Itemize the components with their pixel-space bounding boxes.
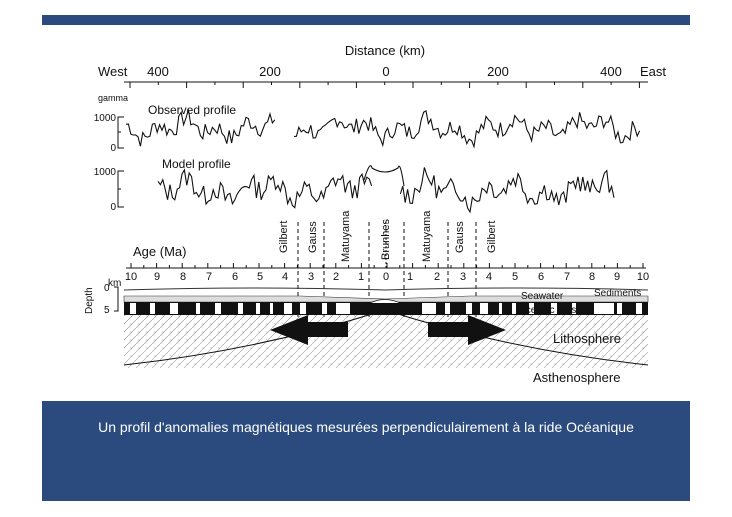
lithosphere-region (124, 306, 648, 350)
model-y-tick-bottom: 0 (110, 202, 116, 213)
age-tick-label: 1 (358, 271, 364, 283)
age-tick-label: 3 (460, 271, 466, 283)
age-tick-label: 5 (257, 271, 263, 283)
epoch-label-gilbert-right: Gilbert (486, 221, 498, 253)
observed-profile-label: Observed profile (148, 103, 236, 117)
depth-tick-0: 0 (104, 283, 110, 294)
age-tick-label-center: 0 (383, 271, 389, 283)
age-tick-labels: 10 9 8 7 6 5 4 3 2 1 0 1 2 3 4 5 6 7 8 9 10 (125, 271, 649, 283)
east-label: East (640, 64, 666, 79)
left-spreading-arrow (270, 315, 348, 345)
age-tick-label: 4 (282, 271, 288, 283)
age-tick-label: 9 (154, 271, 160, 283)
model-profile-line (157, 165, 615, 214)
asthenosphere-region (124, 310, 648, 368)
age-tick-label: 3 (308, 271, 314, 283)
age-axis (126, 263, 646, 269)
distance-tick-label: 200 (259, 64, 281, 79)
seawater-line (123, 287, 649, 291)
age-tick-label: 8 (589, 271, 595, 283)
distance-tick-label: 400 (147, 64, 169, 79)
observed-y-tick-top: 1000 (94, 113, 117, 124)
caption-text: Un profil d'anomalies magnétiques mesuré… (98, 419, 634, 435)
age-tick-label: 6 (232, 271, 238, 283)
age-axis-title: Age (Ma) (133, 244, 186, 259)
age-tick-label: 7 (206, 271, 212, 283)
oceanic-crust-stripes (124, 302, 648, 315)
km-unit-label: km (108, 278, 121, 289)
sediments-label: Sediments (594, 288, 641, 299)
top-banner-bar (42, 15, 690, 25)
asthenosphere-label: Asthenosphere (533, 370, 620, 385)
age-tick-label: 9 (614, 271, 620, 283)
distance-axis-line (124, 81, 648, 88)
epoch-boundary-lines (297, 222, 477, 320)
age-tick-label: 10 (637, 271, 649, 283)
age-tick-label: 10 (125, 271, 137, 283)
observed-y-tick-bottom: 0 (110, 143, 116, 154)
model-y-axis (117, 170, 124, 208)
age-tick-label: 6 (538, 271, 544, 283)
distance-axis-title: Distance (km) (345, 43, 425, 58)
epoch-label-matuyama: Matuyama (340, 210, 352, 262)
epoch-label-gilbert: Gilbert (278, 221, 290, 253)
lithosphere-label: Lithosphere (553, 331, 621, 346)
depth-axis-label: Depth (84, 287, 95, 314)
gamma-unit-label: gamma (98, 93, 128, 103)
distance-tick-label: 400 (600, 64, 622, 79)
age-tick-label: 2 (434, 271, 440, 283)
epoch-label-gauss: Gauss (307, 221, 319, 253)
right-spreading-arrow (428, 315, 506, 345)
west-label: West (98, 64, 128, 79)
distance-tick-label: 0 (382, 64, 389, 79)
age-tick-label: 4 (486, 271, 492, 283)
magnetic-anomaly-diagram: Distance (km) West East 400 200 0 200 40… (84, 43, 666, 385)
age-tick-label: 2 (333, 271, 339, 283)
observed-y-axis (117, 116, 124, 149)
age-tick-label: 5 (512, 271, 518, 283)
distance-tick-label: 200 (487, 64, 509, 79)
age-tick-label: 1 (407, 271, 413, 283)
age-tick-label: 8 (180, 271, 186, 283)
age-tick-label: 7 (564, 271, 570, 283)
caption-box: Un profil d'anomalies magnétiques mesuré… (42, 401, 690, 501)
depth-axis-line (114, 286, 119, 312)
seawater-label: Seawater (521, 291, 564, 302)
polarity-epochs: Gilbert Gauss Matuyama Brunhes Matuyama … (278, 210, 498, 262)
depth-tick-5: 5 (104, 305, 110, 316)
ridge-notch (369, 299, 401, 304)
epoch-label-matuyama-right: Matuyama (421, 210, 433, 262)
model-profile-label: Model profile (162, 157, 231, 171)
epoch-label-gauss-right: Gauss (454, 221, 466, 253)
model-y-tick-top: 1000 (94, 167, 117, 178)
oceanic-crust-label: Oceanic crust (518, 305, 579, 316)
observed-profile-line (125, 109, 641, 149)
